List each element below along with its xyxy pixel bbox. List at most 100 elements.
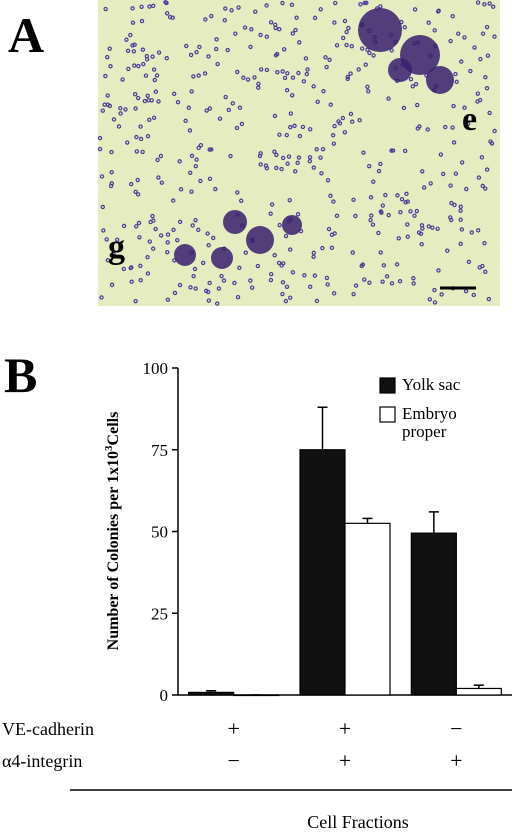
cell xyxy=(164,56,169,61)
cell xyxy=(128,265,133,271)
cell xyxy=(171,227,176,233)
cell xyxy=(145,133,151,139)
cell xyxy=(287,247,293,252)
cell xyxy=(336,119,341,124)
cell xyxy=(289,93,295,98)
cell xyxy=(405,234,410,239)
cell xyxy=(482,2,487,7)
cell xyxy=(154,73,160,78)
cell xyxy=(284,132,289,138)
cell xyxy=(484,167,490,172)
legend-swatch xyxy=(379,377,396,394)
cell xyxy=(289,2,295,8)
cell xyxy=(483,75,488,80)
cell xyxy=(477,265,482,270)
cell xyxy=(164,0,169,6)
colony xyxy=(388,58,412,82)
cell xyxy=(440,171,446,177)
y-axis-label: Number of Colonies per 1x103Cells xyxy=(103,412,122,651)
cell xyxy=(138,277,143,283)
cell xyxy=(196,73,201,78)
cell xyxy=(126,66,131,72)
cell xyxy=(196,227,201,233)
cell xyxy=(150,54,155,59)
cell xyxy=(135,192,141,197)
cell xyxy=(334,213,340,219)
cell xyxy=(284,284,290,289)
cell xyxy=(149,98,154,103)
cell xyxy=(198,178,203,184)
cell xyxy=(158,233,164,238)
cell xyxy=(370,222,376,227)
cell xyxy=(311,165,316,170)
cell xyxy=(458,204,463,209)
row-label: α4-integrin xyxy=(2,751,82,771)
cell xyxy=(472,45,477,50)
cell xyxy=(394,262,400,267)
cell xyxy=(209,147,214,152)
cell xyxy=(280,155,286,161)
cell xyxy=(358,2,363,7)
cell xyxy=(177,219,183,225)
cell xyxy=(258,151,263,156)
cell xyxy=(365,84,370,90)
cell xyxy=(487,1,492,6)
cell xyxy=(413,82,419,87)
cell xyxy=(272,149,277,154)
cell xyxy=(448,215,453,220)
cell xyxy=(235,190,240,195)
cell xyxy=(320,146,326,152)
cell xyxy=(487,110,492,116)
cell xyxy=(296,70,301,76)
cell xyxy=(158,153,164,159)
cell xyxy=(386,212,391,218)
cell xyxy=(280,291,285,297)
cell xyxy=(147,4,152,9)
cell xyxy=(100,204,106,210)
cell xyxy=(321,89,326,94)
micrograph-label: e xyxy=(462,101,477,138)
cell xyxy=(132,42,137,47)
row-sign: + xyxy=(339,748,351,773)
cell xyxy=(485,53,491,58)
cell xyxy=(330,133,336,138)
cell xyxy=(256,85,261,90)
cell xyxy=(475,0,481,5)
cell xyxy=(151,3,156,9)
cell xyxy=(281,261,286,266)
cell xyxy=(156,99,161,104)
cell xyxy=(315,99,320,104)
legend-label: Yolk sac xyxy=(402,375,461,394)
cell xyxy=(236,5,241,10)
cell xyxy=(228,153,233,159)
cell xyxy=(191,74,196,79)
cell xyxy=(349,44,354,49)
cell xyxy=(376,168,382,174)
cell xyxy=(213,186,218,192)
cell xyxy=(430,225,435,230)
cell xyxy=(268,277,274,283)
cell xyxy=(412,213,417,218)
cell xyxy=(415,126,420,131)
cell xyxy=(105,102,110,107)
cell xyxy=(263,163,269,168)
cell xyxy=(151,67,157,72)
cell xyxy=(350,250,355,255)
cell xyxy=(175,99,181,105)
cell xyxy=(274,152,279,158)
cell xyxy=(137,235,142,240)
cell xyxy=(327,57,332,63)
cell xyxy=(145,255,150,260)
cell xyxy=(329,245,335,251)
cell xyxy=(380,203,385,208)
cell xyxy=(138,263,143,269)
cell xyxy=(439,292,444,297)
cell xyxy=(280,0,285,6)
cell xyxy=(219,273,224,279)
cell xyxy=(492,128,497,134)
cell xyxy=(264,34,269,39)
cell xyxy=(135,95,141,101)
cell xyxy=(320,245,325,251)
cell xyxy=(268,211,273,216)
